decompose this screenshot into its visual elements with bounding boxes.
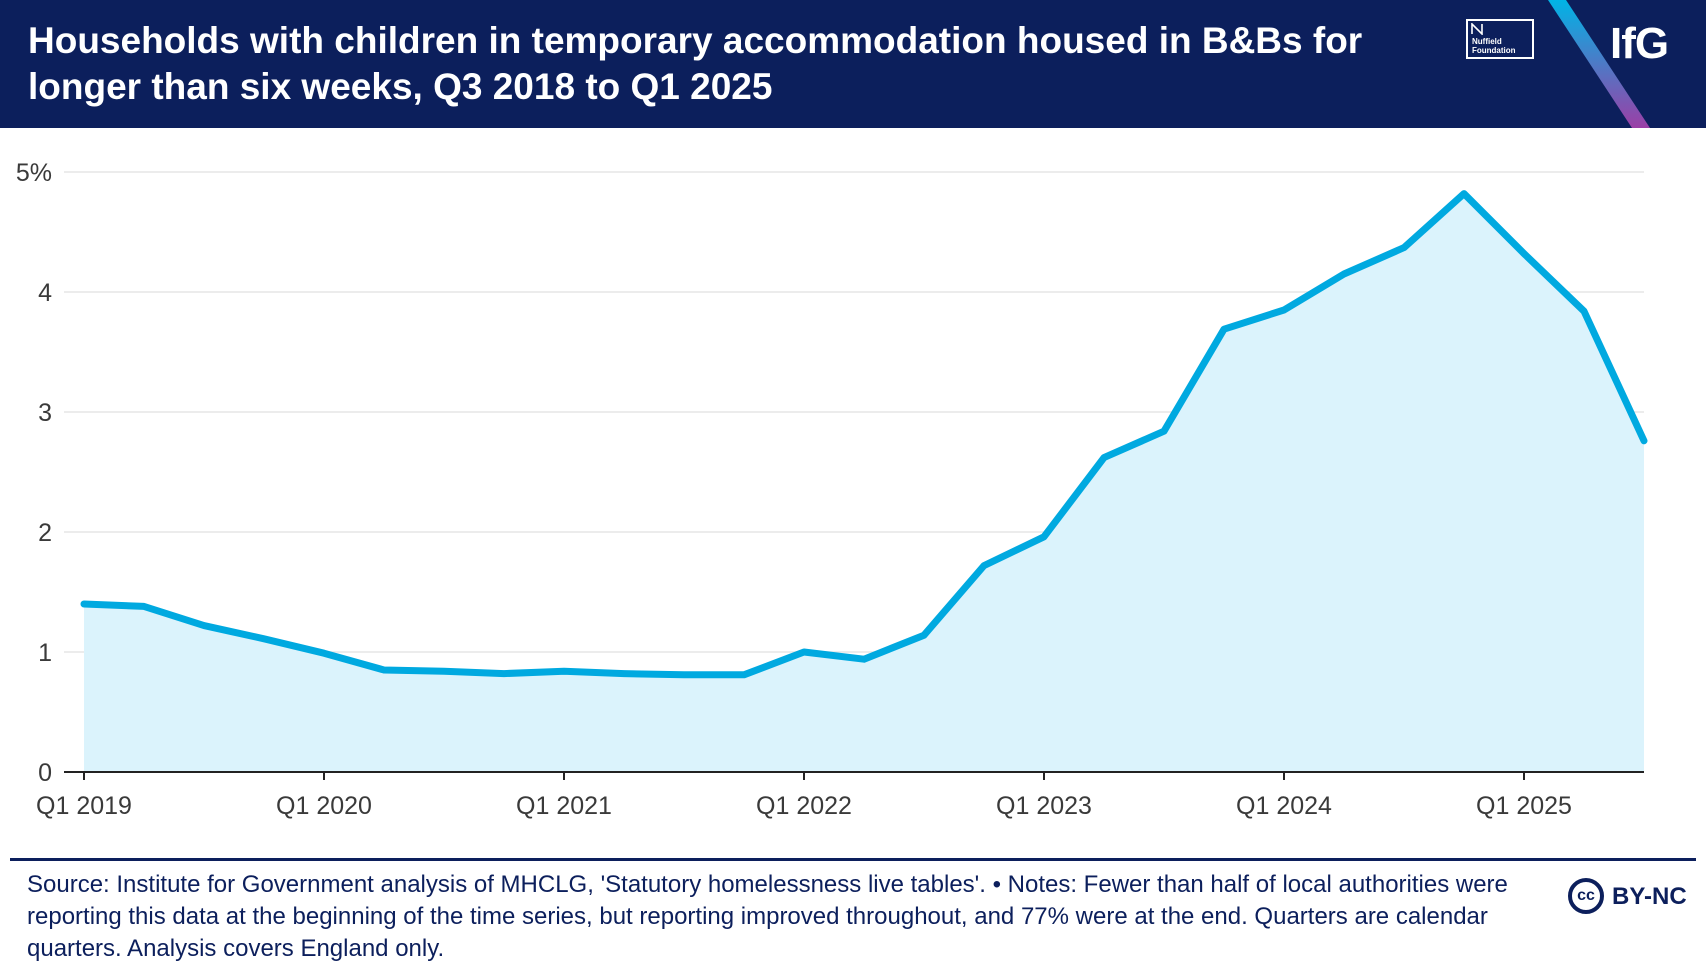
x-tick-label: Q1 2019 [36,792,132,820]
nuffield-mark-icon [1471,23,1483,35]
y-tick-label: 4 [38,279,52,307]
license-badge: cc BY-NC [1568,876,1698,920]
nuffield-logo-text: Nuffield Foundation [1472,37,1516,55]
nuffield-foundation-logo: Nuffield Foundation [1466,19,1534,59]
y-tick-label: 3 [38,399,52,427]
license-label: BY-NC [1612,883,1687,910]
y-axis-labels: 0 1 2 3 4 5% [16,159,52,787]
x-tick-label: Q1 2024 [1236,792,1332,820]
series-line [80,190,1648,679]
x-tick-label: Q1 2023 [996,792,1092,820]
y-tick-label: 2 [38,519,52,547]
x-tick-label: Q1 2020 [276,792,372,820]
x-tick-label: Q1 2022 [756,792,852,820]
decorative-stripe-icon [1548,0,1650,128]
chart-title: Households with children in temporary ac… [28,20,1363,107]
series-area [84,193,1644,773]
source-note: Source: Institute for Government analysi… [27,871,1508,962]
x-tick-label: Q1 2025 [1476,792,1572,820]
header-banner: Households with children in temporary ac… [0,0,1706,128]
creative-commons-icon: cc [1568,878,1604,914]
y-tick-label: 1 [38,639,52,667]
y-tick-label: 0 [38,759,52,787]
ifg-logo: IfG [1610,19,1669,68]
x-axis-labels: Q1 2019 Q1 2020 Q1 2021 Q1 2022 Q1 2023 Q1 20… [36,772,1572,820]
x-tick-label: Q1 2021 [516,792,612,820]
y-tick-label: 5% [16,159,52,187]
footer-divider [10,858,1696,861]
